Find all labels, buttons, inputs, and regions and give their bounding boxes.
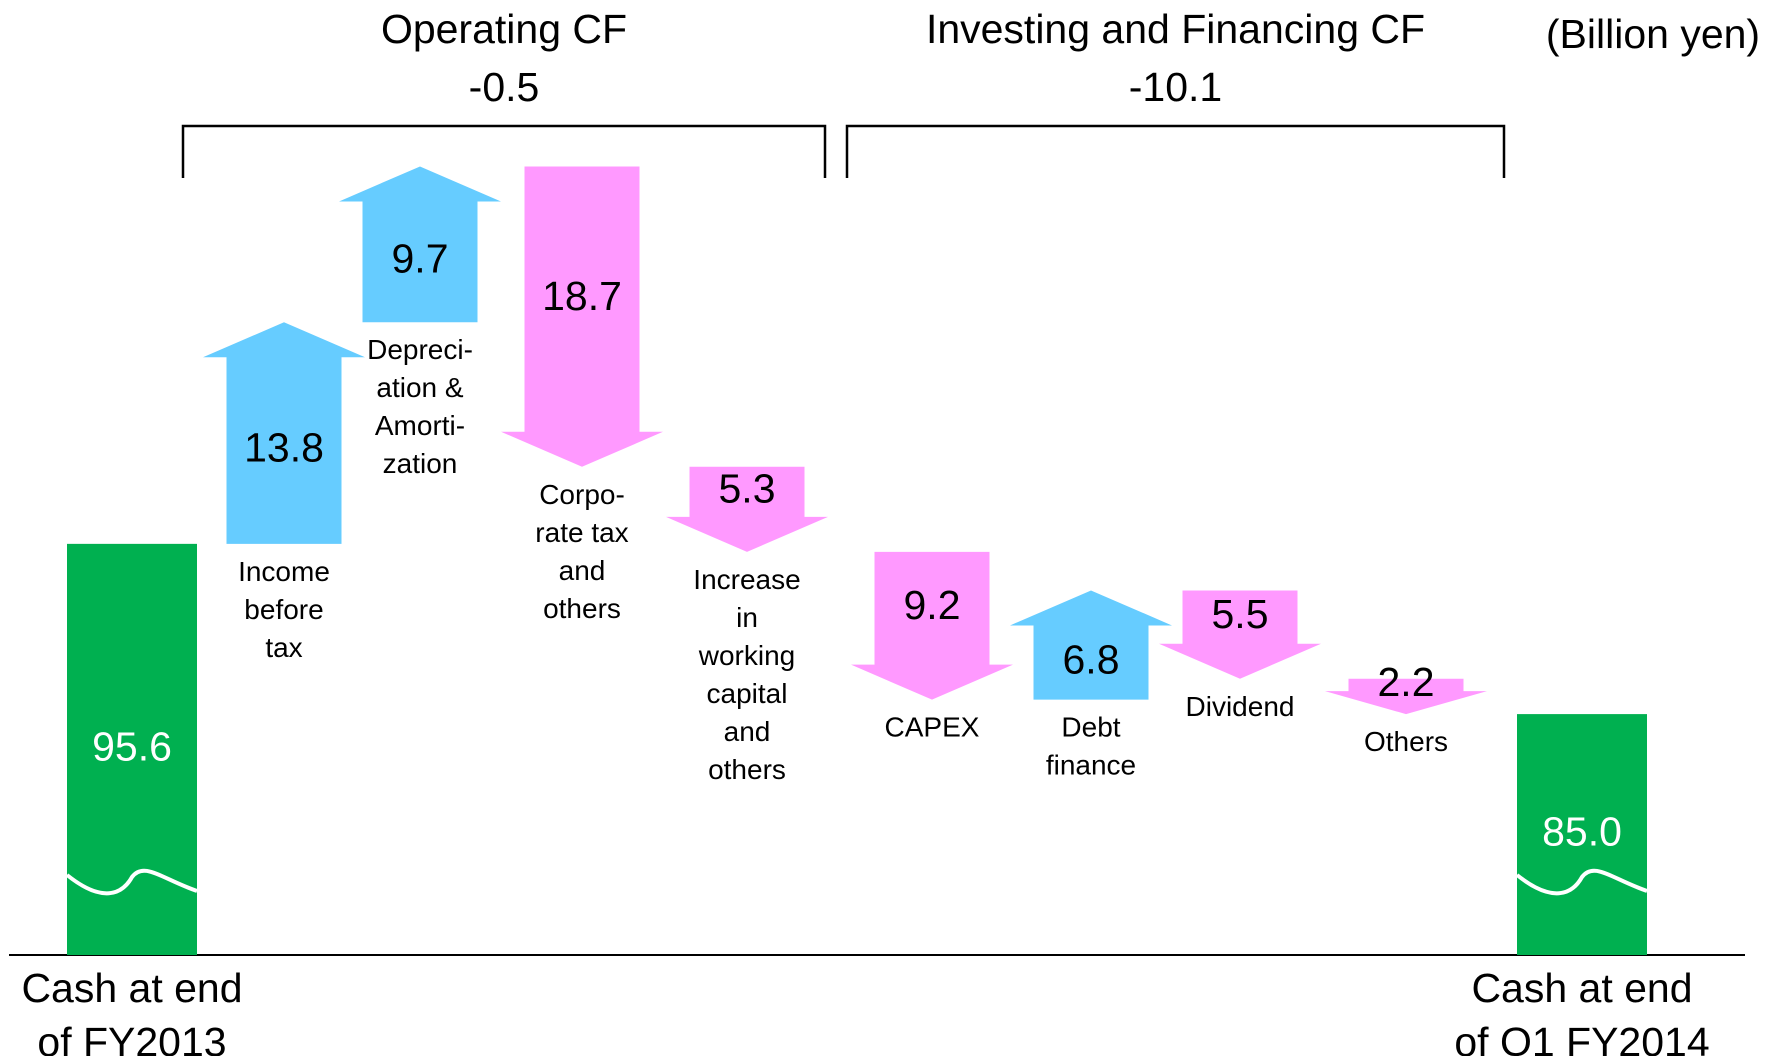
category-label-line: of Q1 FY2014 (1454, 1019, 1709, 1056)
decrease-arrow (501, 166, 663, 467)
category-label-line: Cash at end (1471, 965, 1692, 1011)
increase-arrow (339, 166, 501, 323)
decrease-arrow (1325, 678, 1487, 715)
category-label-line: tax (265, 632, 302, 663)
value-label: 2.2 (1378, 659, 1435, 705)
category-label-line: Corpo- (539, 479, 625, 510)
category-label-line: Depreci- (367, 335, 473, 366)
group-title: Operating CF (381, 6, 627, 52)
category-label: Dividend (1186, 691, 1295, 722)
category-label-line: others (708, 754, 786, 785)
category-label-line: Amorti- (375, 411, 465, 442)
total-bar (1517, 714, 1647, 955)
value-label: 85.0 (1542, 808, 1622, 854)
category-label: Income before tax (238, 556, 330, 663)
category-label-line: CAPEX (885, 712, 980, 743)
break-mark (1515, 868, 1648, 896)
category-label: Debt finance (1046, 712, 1136, 781)
group-title: Investing and Financing CF (926, 6, 1425, 52)
group-total: -0.5 (469, 64, 540, 110)
category-label: CAPEX (885, 712, 980, 743)
value-label: 18.7 (542, 273, 622, 319)
category-label: Others (1364, 726, 1448, 757)
increase-arrow (203, 322, 365, 544)
decrease-arrow (851, 551, 1013, 700)
group-total: -10.1 (1129, 64, 1222, 110)
category-label-line: rate tax (535, 517, 628, 548)
category-label-line: others (543, 593, 621, 624)
category-label: Depreci-ation & Amorti-zation (367, 335, 473, 480)
category-label-line: in (736, 602, 758, 633)
value-label: 5.3 (719, 466, 776, 512)
category-label-line: before (244, 594, 323, 625)
category-label: Cash at end of Q1 FY2014 (1454, 965, 1709, 1056)
group-bracket (181, 124, 827, 178)
value-label: 95.6 (92, 723, 172, 769)
category-label-line: working (698, 640, 795, 671)
category-label-line: Cash at end (21, 965, 242, 1011)
value-label: 13.8 (244, 424, 324, 470)
category-label-line: and (724, 716, 771, 747)
category-label-line: of FY2013 (37, 1019, 226, 1056)
group-bracket (845, 124, 1506, 178)
break-mark (65, 868, 198, 896)
category-label: Increase in working capital and others (693, 564, 800, 785)
category-label-line: ation & (376, 373, 463, 404)
category-label-line: Others (1364, 726, 1448, 757)
category-label-line: capital (707, 678, 788, 709)
category-label-line: Increase (693, 564, 800, 595)
category-label-line: Income (238, 556, 330, 587)
category-label-line: Debt (1061, 712, 1120, 743)
category-label-line: Dividend (1186, 691, 1295, 722)
increase-arrow (1010, 590, 1172, 700)
value-label: 9.7 (392, 236, 449, 282)
category-label-line: zation (383, 449, 458, 480)
value-label: 9.2 (904, 582, 961, 628)
value-label: 5.5 (1212, 591, 1269, 637)
decrease-arrow (666, 466, 828, 552)
category-label: Cash at end of FY2013 (21, 965, 242, 1056)
category-label-line: and (559, 555, 606, 586)
unit-label: (Billion yen) (1546, 11, 1760, 57)
category-label-line: finance (1046, 750, 1136, 781)
category-label: Corpo-rate tax and others (535, 479, 628, 624)
decrease-arrow (1159, 590, 1321, 679)
total-bar (67, 543, 197, 955)
value-label: 6.8 (1063, 636, 1120, 682)
